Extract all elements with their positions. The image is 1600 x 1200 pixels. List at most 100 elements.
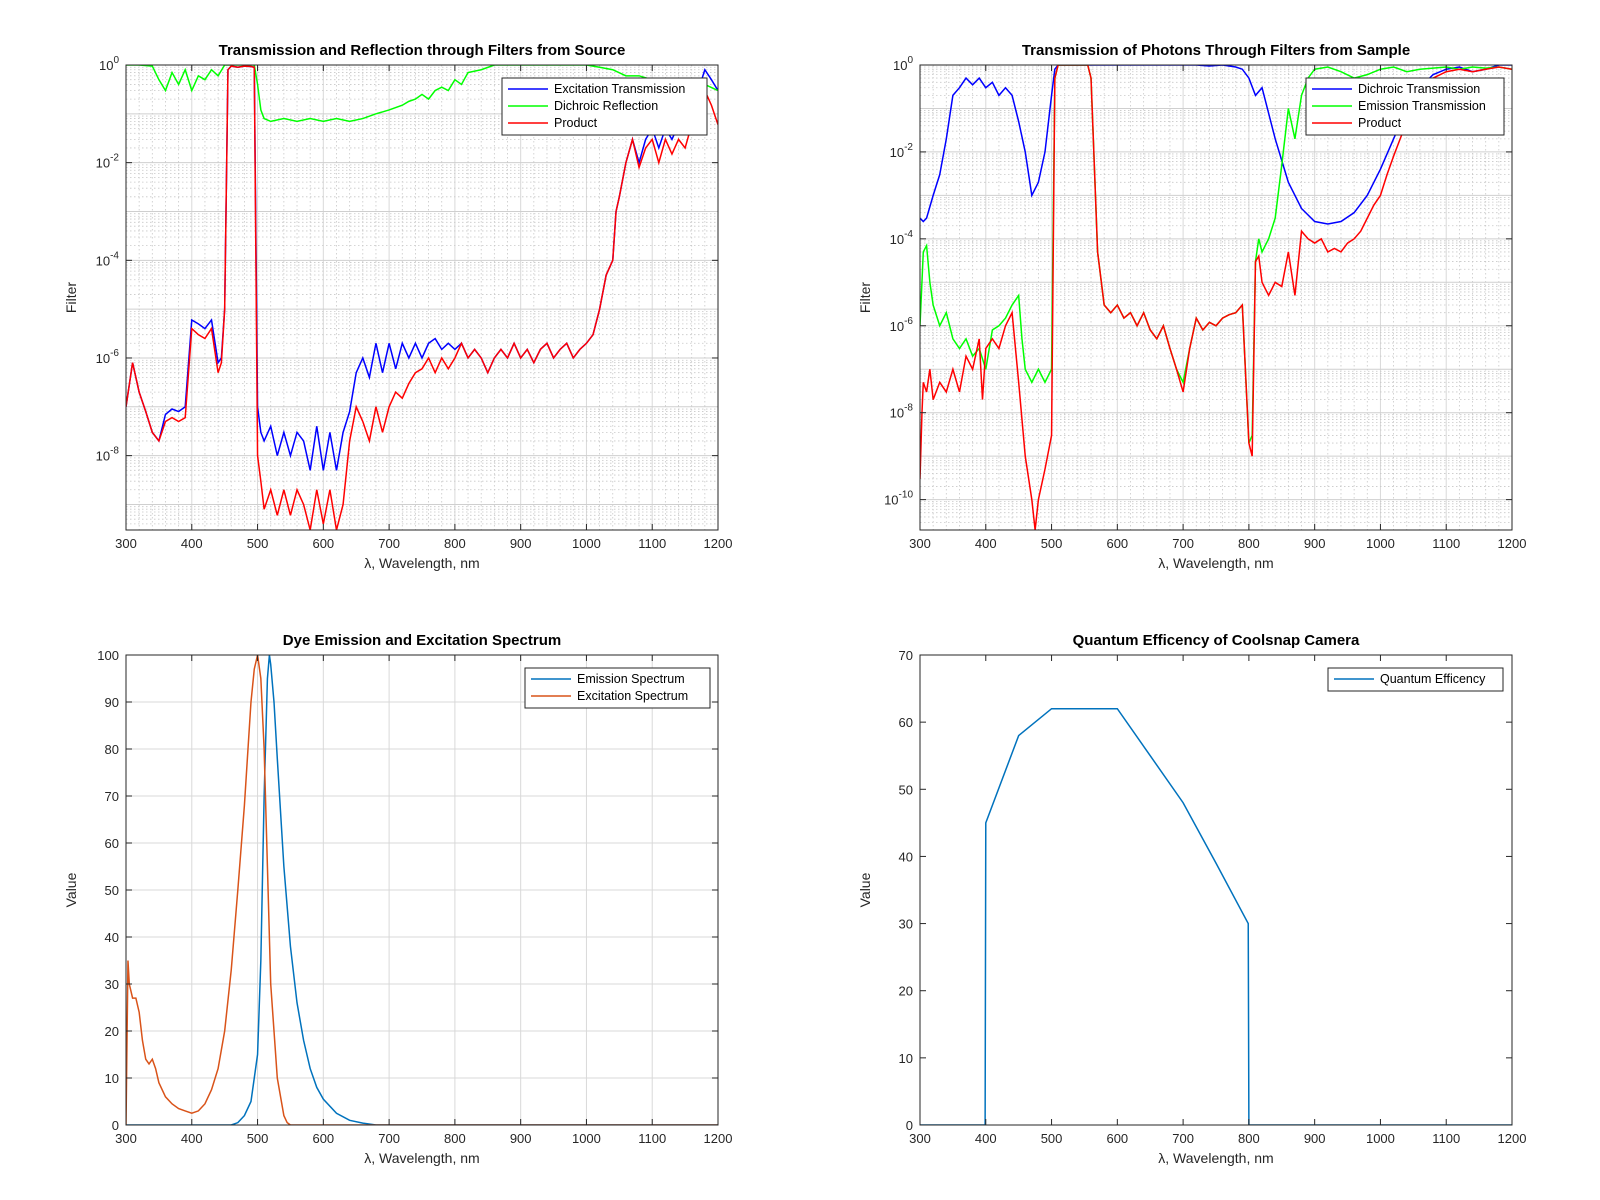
x-tick-label: 900 <box>1304 536 1326 551</box>
legend-entry: Excitation Transmission <box>554 82 685 96</box>
y-tick-label: 0 <box>906 1118 913 1133</box>
legend: Emission Spectrum Excitation Spectrum <box>524 667 711 709</box>
x-tick-label: 1200 <box>1498 1131 1527 1146</box>
x-tick-label: 1200 <box>704 1131 733 1146</box>
x-tick-label: 300 <box>909 1131 931 1146</box>
y-tick-label: 40 <box>105 930 119 945</box>
y-tick-label: 90 <box>105 695 119 710</box>
x-tick-label: 400 <box>975 1131 997 1146</box>
chart-3: 300 400 500 600 700 800 900 1000 1100 1200 0 10 20 30… <box>63 632 732 1166</box>
y-tick-label: 10-4 <box>890 229 914 247</box>
y-tick-label: 10 <box>899 1051 913 1066</box>
x-tick-label: 900 <box>510 1131 532 1146</box>
x-tick-label: 800 <box>1238 1131 1260 1146</box>
series-line-2 <box>126 655 718 1125</box>
x-tick-label: 500 <box>1041 1131 1063 1146</box>
y-tick-label: 10-4 <box>96 250 120 268</box>
series-line-2 <box>126 65 718 123</box>
x-tick-label: 300 <box>115 536 137 551</box>
y-tick-label: 10-8 <box>890 403 914 421</box>
x-tick-label: 700 <box>1172 1131 1194 1146</box>
y-tick-label: 10-2 <box>96 153 120 171</box>
x-tick-label: 1000 <box>572 536 601 551</box>
y-tick-label: 60 <box>105 836 119 851</box>
y-axis-label: Filter <box>857 282 873 313</box>
y-tick-label: 100 <box>893 55 913 73</box>
x-tick-label: 800 <box>444 536 466 551</box>
y-tick-label: 100 <box>97 648 119 663</box>
x-tick-label: 900 <box>1304 1131 1326 1146</box>
y-tick-label: 10-8 <box>96 446 120 464</box>
chart-2: 300 400 500 600 700 800 900 1000 1100 1200 100 10-2… <box>857 42 1526 571</box>
y-tick-label: 70 <box>105 789 119 804</box>
x-axis-label: λ, Wavelength, nm <box>1158 555 1273 571</box>
y-tick-label: 40 <box>899 849 913 864</box>
y-tick-label: 30 <box>105 977 119 992</box>
x-axis-label: λ, Wavelength, nm <box>364 1150 479 1166</box>
x-tick-label: 600 <box>1106 1131 1128 1146</box>
legend-entry: Quantum Efficency <box>1380 672 1486 686</box>
chart-title: Quantum Efficency of Coolsnap Camera <box>1073 632 1360 649</box>
y-tick-label: 70 <box>899 648 913 663</box>
x-tick-label: 400 <box>975 536 997 551</box>
x-tick-label: 1200 <box>1498 536 1527 551</box>
y-tick-label: 10-10 <box>884 490 913 508</box>
axes-box <box>919 654 1513 1126</box>
x-tick-label: 500 <box>247 1131 269 1146</box>
legend-entry: Emission Transmission <box>1358 99 1486 113</box>
y-axis-label: Filter <box>63 282 79 313</box>
x-tick-label: 400 <box>181 536 203 551</box>
x-tick-label: 1000 <box>572 1131 601 1146</box>
legend-entry: Product <box>1358 116 1402 130</box>
y-tick-label: 10 <box>105 1071 119 1086</box>
x-tick-label: 700 <box>378 1131 400 1146</box>
series-line-1 <box>920 65 1512 225</box>
y-axis-label: Value <box>63 872 79 907</box>
x-tick-label: 600 <box>312 536 334 551</box>
axes-box <box>919 64 1513 531</box>
legend: Dichroic Transmission Emission Transmissi… <box>1305 77 1505 136</box>
x-tick-label: 900 <box>510 536 532 551</box>
y-tick-label: 10-6 <box>890 316 914 334</box>
chart-title: Dye Emission and Excitation Spectrum <box>283 632 561 649</box>
series-line-3 <box>126 65 718 530</box>
x-tick-label: 700 <box>378 536 400 551</box>
x-tick-label: 1100 <box>638 536 666 551</box>
x-tick-label: 1000 <box>1366 536 1395 551</box>
y-tick-label: 10-6 <box>96 348 120 366</box>
x-tick-label: 1200 <box>704 536 733 551</box>
axes-box <box>125 64 719 531</box>
y-tick-label: 20 <box>899 984 913 999</box>
x-axis-label: λ, Wavelength, nm <box>364 555 479 571</box>
y-tick-label: 50 <box>105 883 119 898</box>
legend: Excitation Transmission Dichroic Reflecti… <box>501 77 708 136</box>
x-tick-label: 700 <box>1172 536 1194 551</box>
chart-title: Transmission of Photons Through Filters … <box>1022 42 1410 59</box>
y-tick-label: 50 <box>899 782 913 797</box>
series-line-1 <box>920 707 1512 1125</box>
y-tick-label: 30 <box>899 917 913 932</box>
chart-title: Transmission and Reflection through Filt… <box>219 42 626 59</box>
x-tick-label: 300 <box>909 536 931 551</box>
plot-area <box>920 655 1512 1125</box>
chart-1: 300 400 500 600 700 800 900 1000 1100 1200 100 10-2… <box>63 42 732 571</box>
y-tick-label: 100 <box>99 55 119 73</box>
x-tick-label: 1000 <box>1366 1131 1395 1146</box>
legend-entry: Product <box>554 116 598 130</box>
x-tick-label: 1100 <box>1432 1131 1460 1146</box>
x-tick-label: 500 <box>247 536 269 551</box>
legend: Quantum Efficency <box>1327 667 1504 692</box>
x-tick-label: 800 <box>1238 536 1260 551</box>
x-tick-label: 1100 <box>638 1131 666 1146</box>
x-tick-label: 500 <box>1041 536 1063 551</box>
y-tick-label: 0 <box>112 1118 119 1133</box>
series-line-3 <box>920 65 1512 530</box>
y-tick-label: 20 <box>105 1024 119 1039</box>
x-tick-label: 1100 <box>1432 536 1460 551</box>
x-tick-label: 300 <box>115 1131 137 1146</box>
series-line-1 <box>126 655 718 1125</box>
x-tick-label: 800 <box>444 1131 466 1146</box>
chart-4: 300 400 500 600 700 800 900 1000 1100 1200 0 10 20 30… <box>857 632 1526 1166</box>
y-tick-label: 80 <box>105 742 119 757</box>
